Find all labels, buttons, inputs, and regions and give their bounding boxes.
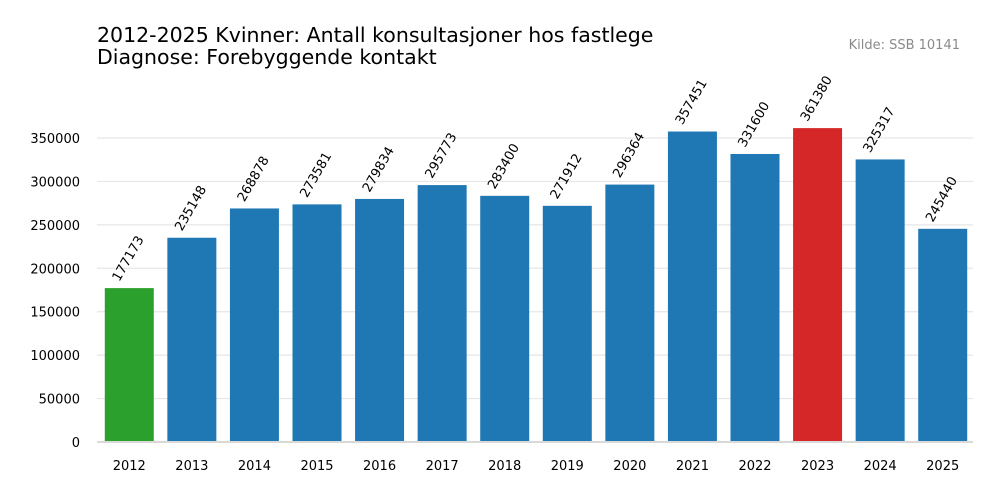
data-label: 271912 — [548, 151, 586, 201]
bar-2021 — [667, 131, 717, 443]
y-tick-label: 50000 — [39, 393, 80, 408]
data-label: 273581 — [297, 150, 335, 200]
data-label: 325317 — [861, 105, 899, 155]
x-tick-label: 2012 — [113, 459, 146, 474]
y-axis-ticks: 0 50000 100000 150000 200000 250000 300000 3500… — [30, 132, 80, 451]
x-tick-label: 2015 — [300, 459, 333, 474]
data-label: 283400 — [485, 141, 523, 191]
bar-2015 — [292, 204, 342, 442]
bar-2013 — [167, 237, 217, 442]
y-tick-label: 100000 — [30, 349, 80, 364]
source-note: Kilde: SSB 10141 — [848, 38, 960, 53]
bar-2017 — [417, 185, 467, 442]
x-tick-label: 2014 — [238, 459, 271, 474]
title-line-2: Diagnose: Forebyggende kontakt — [97, 45, 437, 69]
bar-2012 — [104, 288, 154, 442]
data-label: 268878 — [235, 154, 273, 204]
bar-2022 — [730, 153, 780, 442]
bar-2024 — [855, 159, 905, 442]
title-line-1: 2012-2025 Kvinner: Antall konsultasjoner… — [97, 23, 654, 47]
bar-2025 — [918, 228, 968, 442]
y-tick-label: 300000 — [30, 175, 80, 190]
x-tick-label: 2016 — [363, 459, 396, 474]
y-tick-label: 200000 — [30, 262, 80, 277]
data-label: 279834 — [360, 144, 398, 194]
x-tick-label: 2023 — [801, 459, 834, 474]
bar-2023 — [793, 128, 843, 442]
x-tick-label: 2018 — [488, 459, 521, 474]
data-label: 235148 — [172, 183, 210, 233]
x-tick-label: 2022 — [738, 459, 771, 474]
y-tick-label: 350000 — [30, 132, 80, 147]
x-tick-label: 2021 — [676, 459, 709, 474]
x-tick-label: 2019 — [551, 459, 584, 474]
x-tick-label: 2025 — [926, 459, 959, 474]
bar-2019 — [542, 205, 592, 442]
x-axis-ticks: 2012 2013 2014 2015 2016 2017 2018 2019 2020 2021… — [113, 459, 960, 474]
data-label: 331600 — [735, 99, 773, 149]
x-tick-label: 2017 — [426, 459, 459, 474]
x-tick-label: 2013 — [175, 459, 208, 474]
chart-title: 2012-2025 Kvinner: Antall konsultasjoner… — [97, 24, 653, 68]
bar-2014 — [229, 208, 279, 442]
x-tick-label: 2024 — [864, 459, 897, 474]
y-tick-label: 0 — [72, 436, 80, 451]
data-label: 177173 — [110, 234, 148, 284]
bar-2016 — [355, 198, 405, 442]
bar-2020 — [605, 184, 655, 442]
y-tick-label: 250000 — [30, 219, 80, 234]
bars — [104, 128, 968, 443]
bar-2018 — [480, 195, 530, 442]
data-label: 361380 — [798, 74, 836, 124]
x-tick-label: 2020 — [613, 459, 646, 474]
data-label: 357451 — [673, 77, 711, 127]
y-tick-label: 150000 — [30, 306, 80, 321]
